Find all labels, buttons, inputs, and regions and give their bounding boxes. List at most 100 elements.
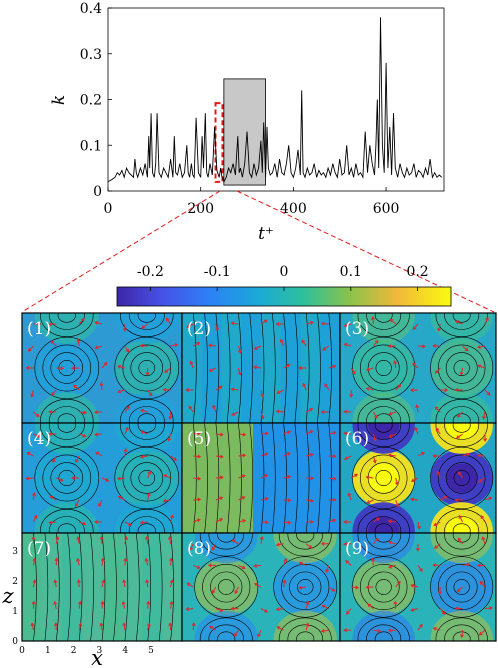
arrow-head [437,327,441,332]
contour-line [50,352,84,384]
contour-line [357,617,410,641]
velocity-arrow [101,580,105,588]
contour-line [294,313,299,423]
y-tick-label: 0 [93,184,102,200]
contour-line [444,423,480,440]
velocity-arrow [215,496,223,501]
arrow-head [254,582,258,587]
velocity-arrow [32,515,37,523]
arrow-head [76,579,81,583]
arrow-head [478,478,483,483]
arrow-head [483,438,488,442]
velocity-arrow [344,323,352,327]
velocity-arrow [479,581,486,588]
contour-line [317,423,321,533]
velocity-arrow [170,344,178,347]
arrow-head [443,496,448,500]
y-tick-label: 0.3 [80,47,102,63]
velocity-arrow [117,477,125,480]
arrow-head [309,452,314,457]
arrow-head [139,343,144,348]
velocity-arrow [328,365,336,369]
contour-line [114,336,180,400]
velocity-arrow [434,406,441,413]
heatmap-x-tick: 3 [97,646,103,656]
velocity-arrow [462,453,470,457]
velocity-arrow [27,452,34,457]
arrow-head [231,412,236,416]
velocity-arrow [28,345,34,352]
heatmap-z-tick: 3 [12,547,18,557]
arrow-head [387,628,392,633]
velocity-arrow [33,411,40,417]
arrow-head [253,346,258,350]
arrow-head [421,451,425,456]
arrow-head [276,390,281,394]
arrow-head [275,542,280,547]
arrow-head [122,622,127,627]
velocity-arrow [211,586,217,594]
contour-line [120,399,174,423]
velocity-arrow [413,323,419,330]
velocity-arrow [232,539,239,545]
velocity-arrow [260,411,264,419]
velocity-arrow [345,560,352,566]
velocity-arrow [101,477,109,482]
velocity-arrow [478,477,486,483]
velocity-arrow [260,432,269,435]
arrow-head [263,319,268,324]
panel-label: (8) [187,539,211,559]
velocity-arrow [373,517,380,523]
arrow-head [372,437,377,442]
velocity-arrow [234,586,239,594]
field-band [261,313,281,423]
contour-line [260,313,265,423]
velocity-arrow [140,455,148,458]
arrow-head [458,471,462,476]
arrow-head [412,362,416,367]
velocity-arrow [346,608,352,615]
velocity-arrow [215,323,218,331]
velocity-arrow [457,537,463,545]
contour-line [40,399,94,423]
contour-line [202,564,251,610]
velocity-arrow [253,366,262,369]
contour-line [137,423,156,433]
arrow-head [189,360,194,365]
velocity-arrow [75,499,80,507]
arrow-head [33,514,38,519]
arrow-head [355,585,360,590]
velocity-arrow [435,367,441,374]
contour-line [238,313,242,423]
arrow-head [100,600,105,605]
contour-line [208,533,244,550]
contour-line [260,423,265,533]
contour-line [226,313,231,423]
velocity-arrow [124,536,128,544]
velocity-arrow [231,388,239,391]
velocity-arrow [237,345,241,353]
velocity-arrow [94,433,103,436]
field-band [182,313,202,423]
arrow-head [219,475,224,480]
arrow-head [343,541,348,546]
arrow-head [37,322,42,326]
field-blob [352,339,415,397]
arrow-head [100,557,105,562]
arrow-head [415,404,420,409]
velocity-arrow [395,581,401,588]
colorbar-tick-label: -0.1 [204,264,231,280]
contour-line [158,533,163,641]
velocity-arrow [417,565,423,572]
arrow-head [94,320,99,325]
arrow-head [367,603,372,608]
contour-line [57,523,76,533]
arrow-head [59,477,64,482]
arrow-head [170,514,174,519]
arrow-head [415,547,420,552]
panel-label: (1) [27,319,51,339]
velocity-arrow [78,521,86,525]
velocity-arrow [456,433,463,439]
contour-line [366,423,402,440]
arrow-head [434,406,439,411]
